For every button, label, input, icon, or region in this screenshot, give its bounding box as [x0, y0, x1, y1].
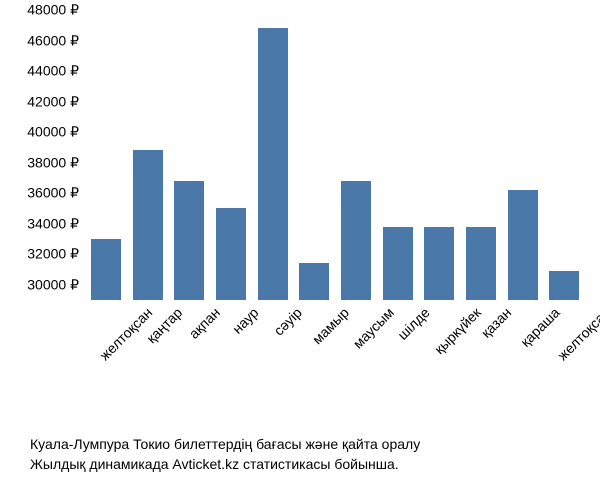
x-tick-label: сәуір — [266, 300, 305, 339]
chart-caption: Куала-Лумпура Токио билеттердің бағасы ж… — [0, 435, 600, 474]
bar — [383, 227, 413, 300]
bar — [174, 181, 204, 300]
bar — [133, 150, 163, 300]
x-tick-label: мамыр — [305, 300, 352, 347]
bar — [424, 227, 454, 300]
x-tick-label: шілде — [390, 300, 433, 343]
caption-line: Жылдық динамикада Avticket.kz статистика… — [30, 455, 590, 475]
bar — [341, 181, 371, 300]
x-tick-label: қазан — [473, 300, 514, 341]
bar — [508, 190, 538, 300]
bar — [549, 271, 579, 300]
y-tick-label: 34000 ₽ — [27, 215, 85, 232]
caption-line: Куала-Лумпура Токио билеттердің бағасы ж… — [30, 435, 590, 455]
x-tick-label: қыркүйек — [427, 300, 484, 357]
x-tick-label: маусым — [345, 300, 396, 351]
bar — [258, 28, 288, 300]
bar — [216, 208, 246, 300]
y-tick-label: 40000 ₽ — [27, 124, 85, 141]
y-tick-label: 32000 ₽ — [27, 246, 85, 263]
y-tick-label: 42000 ₽ — [27, 93, 85, 110]
y-tick-label: 36000 ₽ — [27, 185, 85, 202]
bar — [466, 227, 496, 300]
y-tick-label: 48000 ₽ — [27, 2, 85, 19]
y-tick-label: 46000 ₽ — [27, 32, 85, 49]
bar — [91, 239, 121, 300]
price-chart: 30000 ₽ 32000 ₽ 34000 ₽ 36000 ₽ 38000 ₽ 40000… — [0, 0, 600, 500]
y-tick-label: 44000 ₽ — [27, 63, 85, 80]
y-tick-label: 30000 ₽ — [27, 276, 85, 293]
y-tick-label: 38000 ₽ — [27, 154, 85, 171]
x-tick-label: ақпан — [181, 300, 223, 342]
plot-area: 30000 ₽32000 ₽34000 ₽36000 ₽38000 ₽40000… — [85, 10, 585, 300]
x-tick-label: наур — [225, 300, 262, 337]
bar — [299, 263, 329, 300]
